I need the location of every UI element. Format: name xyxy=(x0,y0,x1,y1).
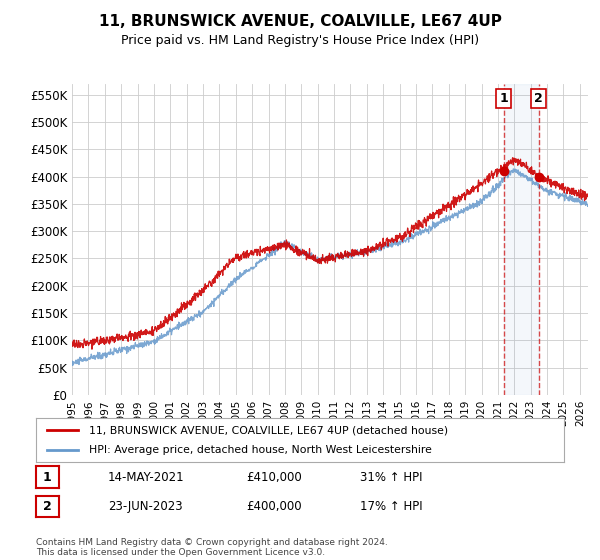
Text: Price paid vs. HM Land Registry's House Price Index (HPI): Price paid vs. HM Land Registry's House … xyxy=(121,34,479,46)
Text: 1: 1 xyxy=(43,470,52,484)
Text: £410,000: £410,000 xyxy=(246,470,302,484)
Text: HPI: Average price, detached house, North West Leicestershire: HPI: Average price, detached house, Nort… xyxy=(89,445,431,455)
Bar xyxy=(504,84,539,395)
Text: 11, BRUNSWICK AVENUE, COALVILLE, LE67 4UP: 11, BRUNSWICK AVENUE, COALVILLE, LE67 4U… xyxy=(98,14,502,29)
Text: 2: 2 xyxy=(43,500,52,514)
Text: 23-JUN-2023: 23-JUN-2023 xyxy=(108,500,182,514)
Text: 1: 1 xyxy=(500,92,508,105)
Text: £400,000: £400,000 xyxy=(246,500,302,514)
Text: 2: 2 xyxy=(534,92,543,105)
Text: 31% ↑ HPI: 31% ↑ HPI xyxy=(360,470,422,484)
Text: 11, BRUNSWICK AVENUE, COALVILLE, LE67 4UP (detached house): 11, BRUNSWICK AVENUE, COALVILLE, LE67 4U… xyxy=(89,425,448,435)
Text: 17% ↑ HPI: 17% ↑ HPI xyxy=(360,500,422,514)
Text: Contains HM Land Registry data © Crown copyright and database right 2024.
This d: Contains HM Land Registry data © Crown c… xyxy=(36,538,388,557)
Text: 14-MAY-2021: 14-MAY-2021 xyxy=(108,470,185,484)
